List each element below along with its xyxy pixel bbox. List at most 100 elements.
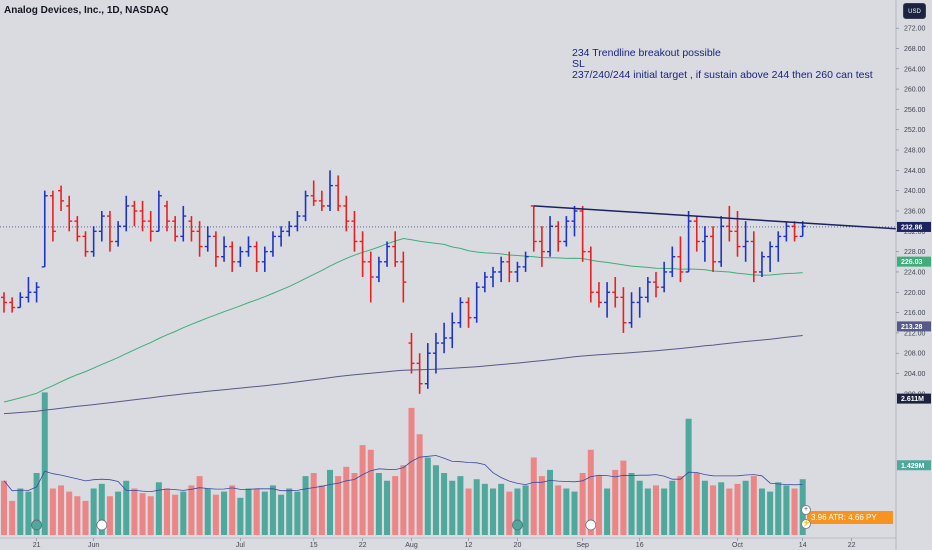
- ohlc-bar: [758, 251, 765, 278]
- volume-bar: [400, 465, 407, 535]
- ohlc-bar: [327, 170, 333, 211]
- lightning-icon[interactable]: ⚡: [801, 519, 811, 529]
- ohlc-bar: [669, 246, 676, 278]
- ohlc-bar: [82, 231, 89, 257]
- volume-bar: [767, 491, 774, 535]
- volume-bar: [653, 485, 659, 535]
- volume-bar: [522, 485, 529, 535]
- volume-bar: [490, 488, 496, 535]
- ohlc-bar: [123, 195, 130, 232]
- y-tick-label: 216.00: [904, 310, 926, 317]
- ohlc-bar: [196, 221, 203, 257]
- y-tick-label: 232.00: [904, 229, 926, 236]
- volume-bar: [612, 469, 619, 535]
- ohlc-bars: [1, 170, 806, 394]
- volume-bar: [750, 476, 757, 535]
- volume-bar: [367, 449, 374, 535]
- volume-bar: [294, 491, 301, 535]
- ohlc-bar: [106, 211, 113, 252]
- volume-bar: [734, 483, 741, 535]
- ohlc-bar: [718, 216, 725, 267]
- add-indicator-icon[interactable]: +: [801, 505, 811, 515]
- ohlc-bar: [538, 226, 545, 267]
- volume-bar: [644, 488, 651, 535]
- ohlc-bar: [441, 322, 448, 354]
- ohlc-bar: [416, 353, 423, 394]
- ohlc-bar: [775, 231, 782, 262]
- ohlc-bar: [25, 277, 32, 303]
- volume-bar: [33, 473, 40, 535]
- price-tag-label: 232.86: [901, 224, 923, 231]
- x-tick-label: Oct: [732, 542, 743, 549]
- volume-bar: [481, 483, 488, 535]
- volume-bar: [9, 500, 16, 535]
- volume-bar: [204, 488, 211, 535]
- x-tick-label: 16: [636, 542, 644, 549]
- ohlc-bar: [278, 226, 285, 247]
- ohlc-bar: [587, 246, 594, 303]
- ohlc-bar: [750, 231, 757, 283]
- ohlc-bar: [237, 246, 244, 267]
- volume-bar: [514, 488, 521, 535]
- ohlc-bar: [310, 180, 317, 206]
- volume-bar: [636, 480, 643, 535]
- ohlc-bar: [318, 190, 325, 211]
- ohlc-bar: [269, 231, 276, 257]
- volume-bar: [221, 491, 228, 535]
- volume-bar: [661, 488, 668, 535]
- x-tick-label: Jun: [88, 542, 99, 549]
- ohlc-bar: [465, 297, 472, 328]
- volume-bar: [595, 476, 602, 535]
- ohlc-bar: [139, 200, 146, 232]
- volume-bar: [302, 476, 309, 535]
- volume-bar: [424, 457, 431, 535]
- ohlc-bar: [1, 292, 7, 313]
- ohlc-bar: [579, 205, 586, 262]
- volume-bar: [701, 480, 708, 535]
- ohlc-bar: [571, 205, 578, 237]
- volume-bar: [115, 491, 122, 535]
- volume-bar: [620, 460, 627, 535]
- ohlc-bar: [767, 241, 774, 272]
- ohlc-bar: [432, 332, 439, 374]
- volume-bar: [571, 491, 578, 535]
- ohlc-bar: [253, 241, 260, 272]
- volume-bar: [212, 494, 219, 535]
- ohlc-bar: [245, 236, 252, 257]
- event-marker-circle: [512, 519, 523, 531]
- ohlc-bar: [74, 216, 81, 242]
- volume-bar: [98, 483, 105, 535]
- ohlc-bar: [33, 282, 40, 303]
- volume-bar: [384, 480, 391, 535]
- volume-bar: [685, 418, 692, 535]
- y-tick-label: 220.00: [904, 290, 926, 297]
- volume-bar: [172, 494, 179, 535]
- ohlc-bar: [155, 190, 162, 233]
- volume-bar: [351, 473, 358, 535]
- y-tick-label: 224.00: [904, 269, 926, 276]
- ohlc-bar: [172, 216, 179, 242]
- currency-badge[interactable]: USD: [903, 3, 926, 19]
- atr-indicator-label[interactable]: 3.96 ATR: 4.66 PY: [807, 511, 893, 524]
- volume-bar: [718, 482, 725, 535]
- ohlc-bar: [449, 312, 456, 349]
- price-tag: [897, 321, 931, 332]
- volume-bar: [139, 493, 146, 535]
- ohlc-bar: [530, 205, 537, 252]
- volume-bar: [530, 457, 537, 535]
- volume-bar: [498, 483, 505, 535]
- price-tag-label: 213.28: [901, 324, 923, 331]
- moving-averages: [3, 237, 803, 415]
- volume-bar: [441, 473, 448, 535]
- volume-bar: [278, 494, 285, 535]
- ohlc-bar: [620, 287, 627, 333]
- ohlc-bar: [58, 185, 65, 211]
- ohlc-bar: [286, 221, 293, 237]
- annotation-line-2: SL: [572, 58, 585, 70]
- x-tick-label: 15: [310, 542, 318, 549]
- y-tick-label: 260.00: [904, 87, 926, 94]
- volume-bar: [1, 480, 7, 535]
- price-tag: [897, 221, 931, 232]
- ohlc-bar: [595, 282, 602, 308]
